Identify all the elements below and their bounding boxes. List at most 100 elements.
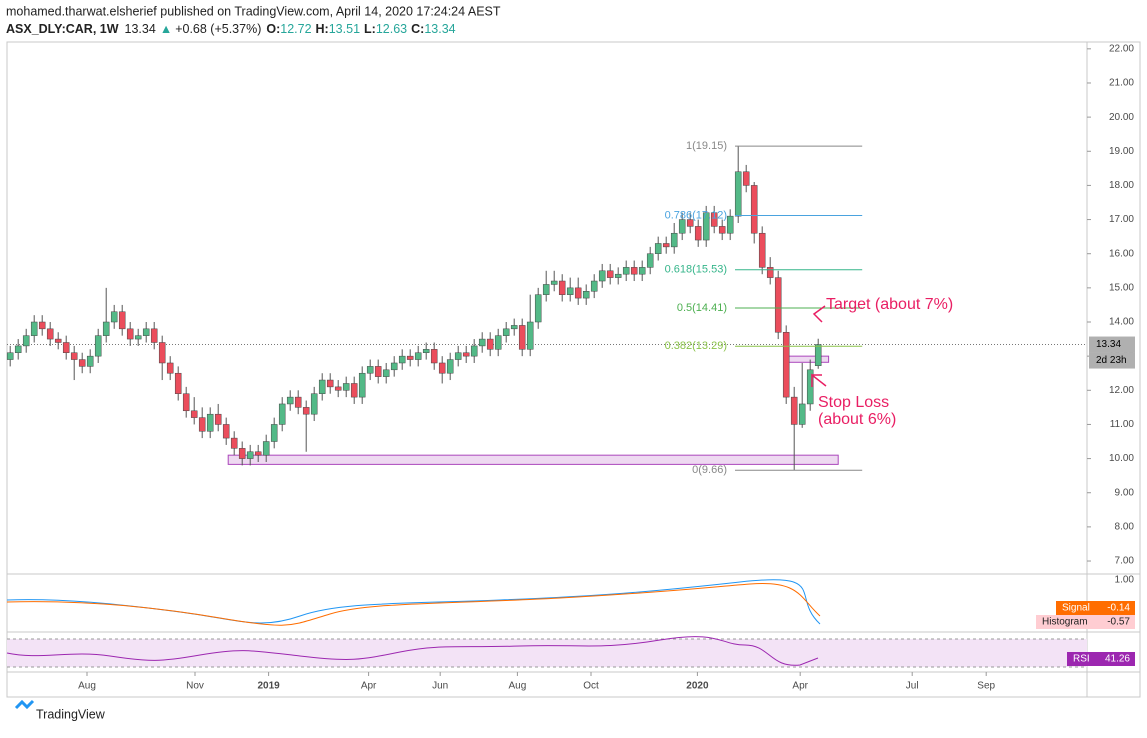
quote-line: ASX_DLY:CAR, 1W 13.34 ▲ +0.68 (+5.37%) O:12.…: [6, 22, 456, 36]
x-tick-label: Aug: [509, 681, 527, 692]
target-arrow: [812, 305, 826, 323]
candle-body: [454, 352, 462, 360]
candle-body: [790, 396, 798, 425]
macd-line: [6, 579, 821, 625]
candle-body: [94, 335, 102, 357]
candle-body: [750, 185, 758, 234]
candle-body: [798, 403, 806, 425]
countdown-label: 2d 23h: [1096, 355, 1127, 366]
candle-body: [142, 328, 150, 336]
y-tick-label: 22.00: [1109, 43, 1134, 54]
candle-body: [78, 359, 86, 367]
candle-body: [166, 362, 174, 374]
candle-body: [574, 287, 582, 299]
candle-body: [630, 267, 638, 275]
x-tick-label: Jun: [432, 681, 448, 692]
o: 12.72: [280, 22, 311, 36]
candle-body: [518, 325, 526, 350]
countdown-tag: [1089, 352, 1135, 369]
candle-body: [726, 215, 734, 234]
candle-body: [190, 410, 198, 418]
c-label: C:: [411, 22, 424, 36]
candle-body: [46, 328, 54, 340]
candle-body: [158, 342, 166, 364]
x-tick-label: Aug: [78, 681, 96, 692]
candle-body: [486, 338, 494, 350]
x-tick-label: Nov: [186, 681, 204, 692]
candle-body: [502, 328, 510, 336]
candle-body: [742, 171, 750, 186]
candle-body: [390, 362, 398, 371]
x-tick-label: Jul: [906, 681, 919, 692]
candle-body: [526, 321, 534, 350]
y-tick-label: 7.00: [1115, 556, 1135, 567]
candle-body: [550, 280, 558, 285]
candle-body: [254, 451, 262, 456]
candle-body: [230, 437, 238, 449]
l: 12.63: [376, 22, 407, 36]
candle-body: [430, 349, 438, 364]
signal-tag: [1056, 601, 1135, 615]
candle-body: [30, 321, 38, 336]
y-tick-label: 21.00: [1109, 78, 1134, 89]
candle-body: [134, 335, 142, 340]
candle-body: [694, 226, 702, 241]
candle-body: [438, 362, 446, 374]
hist-tag: [1036, 615, 1135, 629]
logo: [14, 699, 35, 710]
candle-body: [758, 232, 766, 268]
x-tick-label: Apr: [361, 681, 377, 692]
candle-body: [782, 331, 790, 398]
candle-body: [814, 344, 822, 366]
candle-body: [702, 212, 710, 241]
candle-body: [406, 355, 414, 360]
candle-body: [62, 342, 70, 353]
candle-body: [686, 219, 694, 227]
rsi-tag: [1067, 652, 1135, 666]
x-tick-label: 2019: [257, 681, 280, 692]
y-tick-label: 15.00: [1109, 282, 1134, 293]
symbol: ASX_DLY:CAR, 1W: [6, 22, 119, 36]
candle-body: [638, 267, 646, 275]
stop-arrow: [811, 373, 827, 387]
candle-body: [542, 284, 550, 295]
fib-label: 0.618(15.53): [665, 264, 727, 276]
fib-label: 0.5(14.41): [677, 302, 727, 314]
candle-body: [606, 270, 614, 278]
last: 13.34: [125, 22, 156, 36]
candle-body: [22, 335, 30, 347]
candle-body: [238, 448, 246, 459]
candle-body: [598, 270, 606, 282]
candle-body: [334, 386, 342, 391]
rsi-line: [6, 636, 819, 666]
candle-body: [302, 407, 310, 415]
macd-tick: 1.00: [1115, 575, 1135, 586]
hist-value: -0.57: [1107, 617, 1130, 628]
fib-label: 0(9.66): [692, 464, 727, 476]
candle-body: [286, 396, 294, 405]
signal-label: Signal: [1062, 603, 1090, 614]
candle-body: [70, 352, 78, 360]
candle-body: [462, 352, 470, 357]
candle-body: [718, 226, 726, 234]
x-tick-label: Sep: [977, 681, 995, 692]
candle-body: [206, 413, 214, 432]
zone: [788, 355, 830, 363]
candle-body: [110, 311, 118, 323]
candle-body: [14, 345, 22, 353]
price-tag-label: 13.34: [1096, 339, 1121, 350]
signal-line: [6, 582, 821, 626]
y-tick-label: 12.00: [1109, 385, 1134, 396]
candle-body: [382, 369, 390, 377]
byline: mohamed.tharwat.elsherief published on T…: [6, 4, 501, 18]
candle-body: [294, 396, 302, 408]
candle-body: [310, 393, 318, 415]
candle-body: [150, 328, 158, 343]
candle-body: [374, 366, 382, 377]
candle-body: [414, 352, 422, 360]
candle-body: [198, 417, 206, 432]
candle-body: [534, 294, 542, 323]
candle-body: [86, 355, 94, 367]
candle-body: [358, 372, 366, 398]
